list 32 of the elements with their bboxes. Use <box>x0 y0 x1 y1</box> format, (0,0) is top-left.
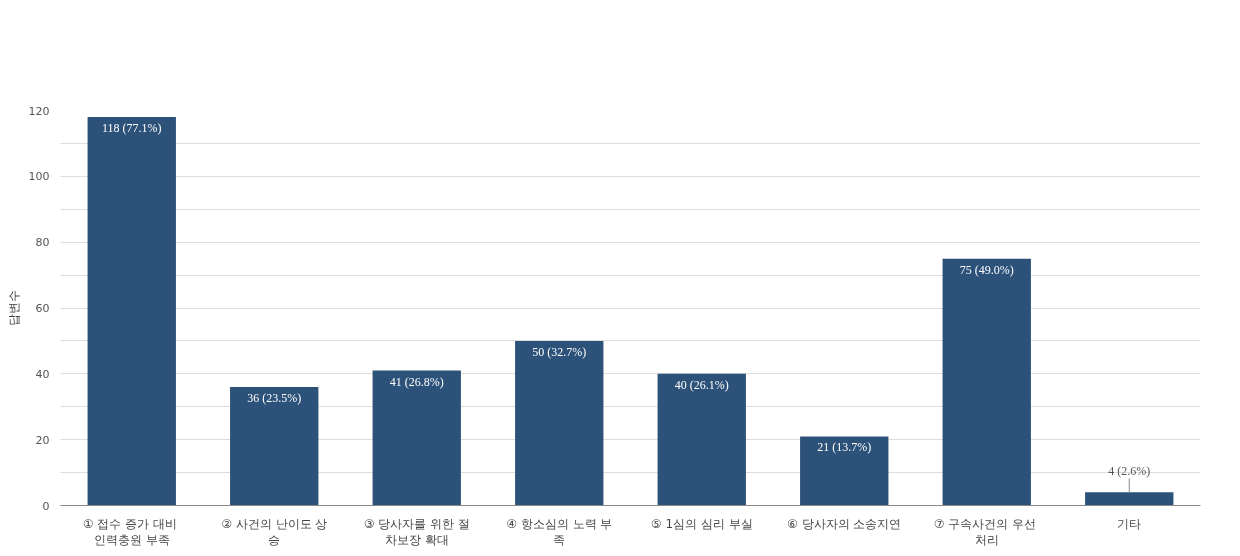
bar <box>657 373 746 506</box>
y-tick-label: 40 <box>35 367 50 381</box>
data-label: 21 (13.7%) <box>817 440 872 455</box>
bar <box>800 436 889 506</box>
bar <box>942 258 1031 506</box>
x-tick-label: ④ 항소심의 노력 부족 <box>506 516 613 548</box>
x-tick-label: ⑦ 구속사건의 우선 처리 <box>933 516 1037 548</box>
bar <box>230 387 319 506</box>
data-label: 50 (32.7%) <box>532 344 587 359</box>
y-tick-label: 120 <box>28 104 50 118</box>
bar <box>1085 492 1174 506</box>
data-label: 40 (26.1%) <box>674 377 729 392</box>
bar <box>87 117 176 506</box>
y-tick-label: 100 <box>28 170 50 184</box>
y-tick-label: 0 <box>42 499 50 513</box>
x-tick-label: ⑥ 당사자의 소송지연 <box>787 516 902 531</box>
y-axis-title: 답변수 <box>6 290 21 326</box>
data-label: 75 (49.0%) <box>959 262 1014 277</box>
x-tick-label: ② 사건의 난이도 상승 <box>221 516 328 548</box>
x-tick-label: 기타 <box>1117 516 1142 531</box>
y-tick-label: 80 <box>35 236 50 250</box>
data-label: 118 (77.1%) <box>101 121 162 136</box>
y-tick-label: 60 <box>35 302 50 315</box>
bar <box>515 340 604 506</box>
x-tick-label: ③ 당사자를 위한 절차보장 확대 <box>363 516 470 548</box>
data-label: 4 (2.6%) <box>1108 464 1151 479</box>
data-label: 41 (26.8%) <box>389 374 444 389</box>
y-tick-label: 20 <box>35 433 50 447</box>
bar <box>372 370 461 506</box>
x-tick-label: ① 접수 증가 대비 인력충원 부족 <box>82 516 177 548</box>
data-label: 36 (23.5%) <box>247 391 302 405</box>
x-tick-label: ⑤ 1심의 심리 부실 <box>650 516 753 531</box>
